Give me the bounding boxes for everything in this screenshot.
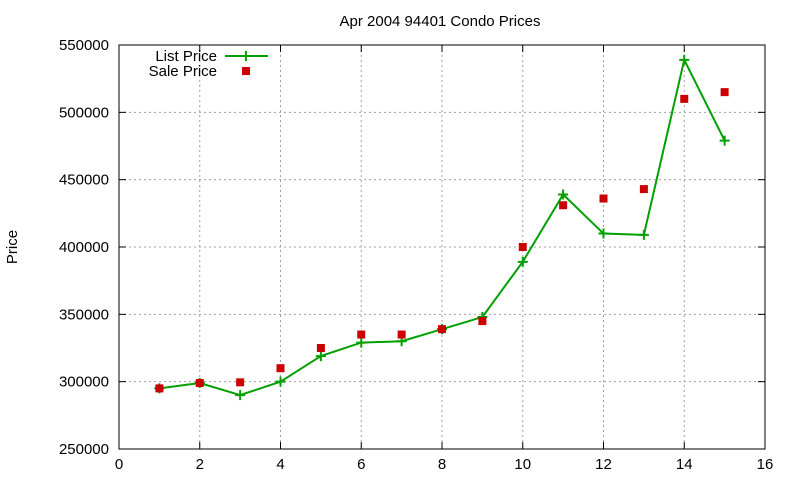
sale-price-point (478, 317, 487, 326)
sale-price-point (518, 243, 527, 251)
legend-list-price-label: List Price (155, 48, 217, 65)
x-tick-label: 8 (438, 456, 446, 473)
legend: List Price Sale Price (149, 48, 268, 80)
sale-price-point (397, 330, 406, 339)
list-price-point (679, 54, 690, 65)
sale-price-point (236, 378, 245, 387)
y-tick-label: 300000 (59, 374, 109, 391)
y-tick-label: 400000 (59, 239, 109, 256)
data-series (154, 54, 730, 401)
list-price-point (517, 256, 528, 267)
list-price-point (235, 390, 246, 401)
legend-cross-icon (241, 51, 251, 61)
x-tick-label: 6 (357, 456, 365, 473)
x-tick-label: 0 (115, 456, 123, 473)
sale-price-point (195, 379, 204, 388)
y-tick-label: 500000 (59, 104, 109, 121)
y-tick-label: 350000 (59, 306, 109, 323)
x-tick-label: 10 (514, 456, 531, 473)
sale-price-point (438, 325, 446, 334)
sale-price-point (357, 330, 366, 339)
sale-price-point (155, 384, 164, 393)
list-price-point (558, 189, 569, 200)
x-tick-label: 2 (196, 456, 204, 473)
sale-price-point (720, 88, 729, 97)
chart-title: Apr 2004 94401 Condo Prices (340, 13, 541, 30)
legend-square-icon (242, 67, 250, 75)
list-price-point (638, 229, 649, 240)
y-tick-label: 550000 (59, 37, 109, 54)
y-axis-label: Price (4, 230, 21, 264)
sale-price-point (559, 201, 568, 210)
sale-price-point (316, 344, 325, 352)
sale-price-point (639, 185, 648, 194)
x-tick-label: 14 (676, 456, 693, 473)
x-tick-label: 16 (757, 456, 774, 473)
x-tick-label: 4 (276, 456, 284, 473)
legend-sale-price-label: Sale Price (149, 63, 217, 80)
sale-price-point (680, 94, 689, 103)
sale-price-point (276, 364, 285, 373)
sale-price-point (599, 194, 608, 203)
list-price-point (315, 351, 326, 362)
x-tick-label: 12 (595, 456, 612, 473)
list-price-point (275, 376, 286, 387)
plot-frame (118, 44, 766, 450)
y-tick-label: 250000 (59, 441, 109, 458)
list-price-point (719, 135, 730, 146)
y-tick-label: 450000 (59, 172, 109, 189)
axis-ticks: 0 2 4 6 8 10 12 14 16 250000 300000 350000 400000 450… (59, 37, 773, 473)
list-price-point (598, 228, 609, 239)
list-price-point (356, 337, 367, 348)
